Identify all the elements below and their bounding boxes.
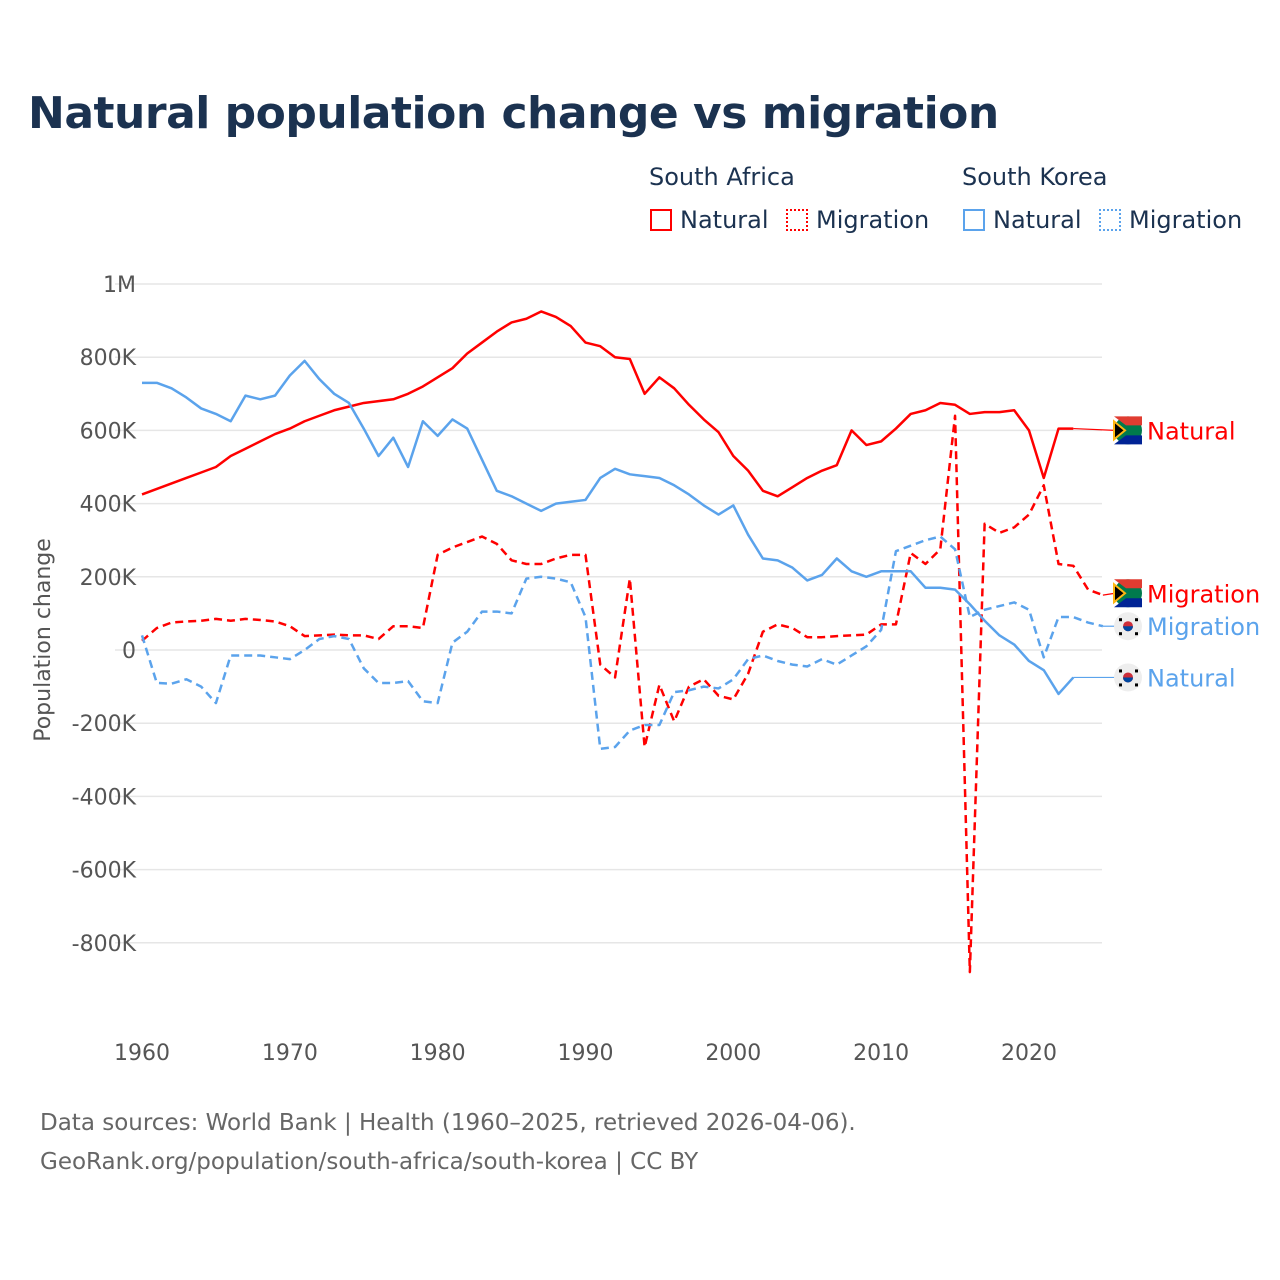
legend-label: Natural (993, 206, 1082, 234)
y-tick-label: -400K (72, 785, 137, 810)
y-tick-label: 600K (80, 419, 137, 444)
y-tick-label: 200K (80, 566, 137, 591)
series-line-south-africa-natural (141, 310, 1074, 498)
legend-group-south-africa: South Africa (649, 163, 795, 191)
x-tick-label: 2000 (705, 1041, 761, 1066)
label-connector (1102, 592, 1116, 596)
flag-trigram (1135, 683, 1138, 687)
x-tick-label: 1980 (410, 1041, 466, 1066)
x-tick-label: 2010 (853, 1041, 909, 1066)
flag-triangle (1113, 582, 1127, 605)
legend-swatch-solid (650, 209, 672, 231)
series-line-south-korea-natural (142, 359, 1075, 696)
series-end-label: Migration (1147, 613, 1260, 641)
flag-trigram (1135, 669, 1138, 673)
x-tick-label: 1970 (262, 1041, 318, 1066)
legend-swatch-dotted (1099, 209, 1121, 231)
y-tick-label: -200K (72, 712, 137, 737)
y-axis-label: Population change (31, 538, 56, 742)
source-url: GeoRank.org/population/south-africa/sout… (40, 1149, 699, 1175)
legend-item-sk-natural[interactable]: Natural (963, 206, 1082, 234)
y-tick-label: -800K (72, 932, 137, 957)
flag-taeguk-blue (1123, 626, 1133, 632)
flag-trigram (1135, 618, 1138, 622)
flag-taeguk-blue (1123, 677, 1133, 683)
series-end-label: Migration (1147, 580, 1260, 608)
label-connector (1073, 427, 1116, 431)
series-end-label: Natural (1147, 417, 1236, 445)
y-tick-label: 1M (103, 273, 136, 298)
legend-item-sa-migration[interactable]: Migration (786, 206, 929, 234)
x-tick-label: 1990 (557, 1041, 613, 1066)
legend-label: Migration (816, 206, 930, 234)
legend-item-sa-natural[interactable]: Natural (650, 206, 769, 234)
legend-label: Migration (1129, 206, 1243, 234)
plot-area: 1M 800K 600K 400K 200K 0 -200K -400K -600K -800K 1… (31, 273, 1260, 1066)
y-tick-label: 0 (122, 639, 136, 664)
flag-blue-band (1114, 598, 1142, 608)
flag-red-band (1114, 579, 1142, 589)
series-line-south-korea-migration (140, 535, 1104, 751)
x-tick-label: 2020 (1001, 1041, 1057, 1066)
y-tick-label: 400K (80, 493, 137, 518)
legend-label: Natural (680, 206, 769, 234)
chart-title: Natural population change vs migration (28, 88, 999, 139)
flag-red-band (1114, 416, 1142, 426)
y-tick-label: 800K (80, 346, 137, 371)
flag-trigram (1119, 618, 1122, 622)
legend-swatch-solid (963, 209, 985, 231)
flag-trigram (1119, 683, 1122, 687)
flag-trigram (1119, 632, 1122, 636)
flag-trigram (1135, 632, 1138, 636)
x-tick-label: 1960 (114, 1041, 170, 1066)
legend-group-south-korea: South Korea (962, 163, 1108, 191)
flag-blue-band (1114, 435, 1142, 445)
flag-triangle (1113, 419, 1127, 442)
legend-item-sk-migration[interactable]: Migration (1099, 206, 1242, 234)
flag-trigram (1119, 669, 1122, 673)
series-end-label: Natural (1147, 664, 1236, 692)
source-line: Data sources: World Bank | Health (1960–… (40, 1110, 856, 1136)
y-tick-label: -600K (72, 859, 137, 884)
series-line-south-africa-migration (141, 414, 1104, 974)
legend-swatch-dotted (786, 209, 808, 231)
